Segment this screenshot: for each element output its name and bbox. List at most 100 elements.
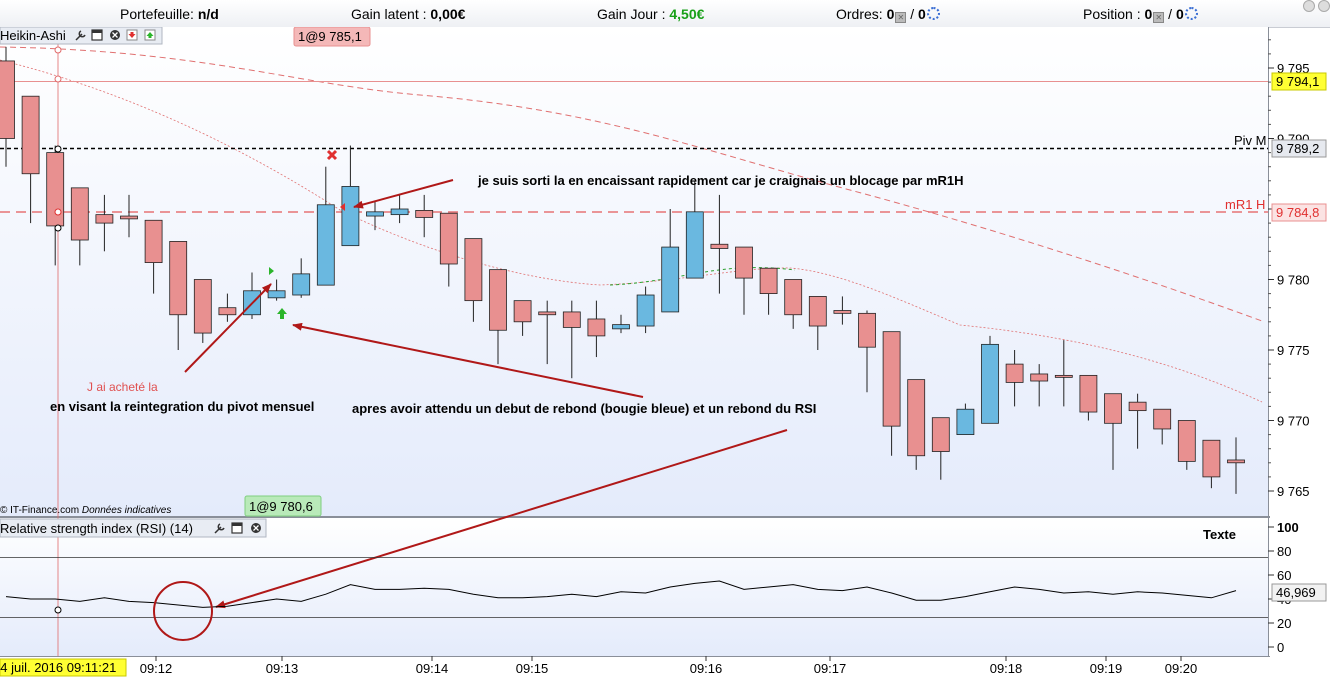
candle [808, 296, 827, 350]
copyright: © IT-Finance.com Données indicatives [0, 505, 171, 516]
candle [1030, 364, 1049, 407]
candle-body-up [636, 294, 655, 327]
candle [981, 335, 999, 424]
wrench-icon[interactable] [75, 30, 86, 41]
candle [907, 379, 926, 470]
candle [366, 201, 384, 231]
candle-body-down [513, 300, 532, 323]
sell-small-marker-icon [340, 203, 345, 211]
candle [21, 95, 40, 224]
candle-body-down [1153, 408, 1172, 430]
candle [292, 258, 311, 298]
bought-annotation: en visant la reintegration du pivot mens… [50, 399, 314, 414]
candle [1079, 374, 1098, 421]
gear-icon[interactable] [926, 7, 940, 20]
bought-annotation-small: J ai acheté la [87, 380, 158, 394]
candle [1005, 350, 1024, 407]
x-tick-label: 09:12 [140, 661, 173, 676]
candle [489, 269, 507, 365]
x-tick-label: 09:13 [266, 661, 299, 676]
rsi-tick-label: 0 [1277, 640, 1284, 655]
window-control-icon[interactable] [1318, 0, 1330, 12]
candle-body-down [808, 296, 827, 327]
window-control-icon[interactable] [1303, 0, 1315, 12]
order-top-box[interactable] [293, 27, 371, 47]
candle-body-down [538, 311, 557, 316]
candle-body-down [193, 279, 212, 334]
candle-body-up [956, 408, 975, 436]
candle [685, 180, 704, 279]
x-tick-label: 09:20 [1165, 661, 1198, 676]
sold-arrow [353, 179, 454, 209]
x-tick-label: 09:17 [814, 661, 847, 676]
x-tick-label: 09:19 [1090, 661, 1123, 676]
candle-body-down [587, 318, 606, 337]
candle-body-down [464, 238, 483, 302]
candle-body-down [907, 379, 926, 457]
ok-icon[interactable]: ✕ [895, 12, 907, 23]
candle [931, 417, 950, 480]
rsi-panel-header [0, 518, 267, 538]
candle [95, 194, 114, 252]
candle [464, 238, 483, 322]
pivot-tag [1271, 139, 1327, 158]
sold-annotation: je suis sorti la en encaissant rapidemen… [477, 173, 964, 188]
candle [562, 300, 581, 379]
candle-body-up [390, 208, 409, 216]
rsi-panel[interactable] [0, 518, 1268, 656]
wrench-icon[interactable] [214, 523, 225, 534]
rsi-tick-label: 20 [1277, 616, 1291, 631]
candle-body-down [218, 307, 237, 316]
x-axis [0, 656, 1330, 683]
candles [0, 46, 1245, 494]
order-bottom-box[interactable] [244, 495, 322, 517]
candle-body-up [981, 343, 999, 424]
candle [833, 296, 852, 325]
gear-icon[interactable] [1184, 7, 1198, 20]
order-top-label: 1@9 785,1 [298, 29, 362, 44]
candle-body-down [931, 417, 950, 452]
candle [710, 194, 729, 294]
ok-icon[interactable]: ✕ [1153, 12, 1165, 23]
rsi-highlight-circle [153, 581, 213, 641]
price-tick-label: 9 775 [1277, 343, 1310, 358]
ma-fast-green-segment [609, 267, 796, 286]
buy-small-marker-icon [269, 267, 274, 275]
x-tick-label: 09:16 [690, 661, 723, 676]
price-panel[interactable] [0, 27, 1268, 516]
mr1-tag-label: 9 784,8 [1276, 205, 1319, 220]
rsi-tick-label: 80 [1277, 544, 1291, 559]
candle [267, 279, 286, 301]
candle [70, 187, 89, 266]
cursor-dot [54, 224, 62, 232]
candle-body-down [439, 212, 458, 265]
candle [1104, 393, 1122, 470]
last-price-tag [1271, 72, 1327, 91]
price-tick-label: 9 765 [1277, 484, 1310, 499]
candle-body-down [1104, 393, 1122, 424]
trading-chart[interactable]: je suis sorti la en encaissant rapidemen… [0, 27, 1330, 683]
candle [759, 267, 778, 315]
candle-body-down [489, 269, 507, 331]
candle-body-down [858, 312, 876, 348]
candle-body-down [710, 243, 729, 249]
candle [882, 331, 901, 456]
candle-body-up [341, 186, 360, 247]
candle-body-up [316, 204, 335, 286]
texte-label: Texte [1203, 527, 1236, 542]
rsi-value-tag-label: 46,969 [1276, 585, 1316, 600]
rsi-arrow [215, 429, 788, 609]
candle [0, 46, 15, 167]
candle-body-up [661, 246, 680, 313]
rsi-tick-label: 100 [1277, 520, 1299, 535]
candle [1227, 437, 1245, 494]
candle [1177, 420, 1196, 470]
sell-cross-icon [326, 149, 338, 161]
candle [956, 403, 975, 436]
pivot-label: Piv M [1234, 133, 1267, 148]
candle-body-down [1202, 439, 1221, 478]
candle-body-up [267, 290, 286, 299]
x-tick-label: 09:18 [990, 661, 1023, 676]
candle [538, 300, 557, 365]
